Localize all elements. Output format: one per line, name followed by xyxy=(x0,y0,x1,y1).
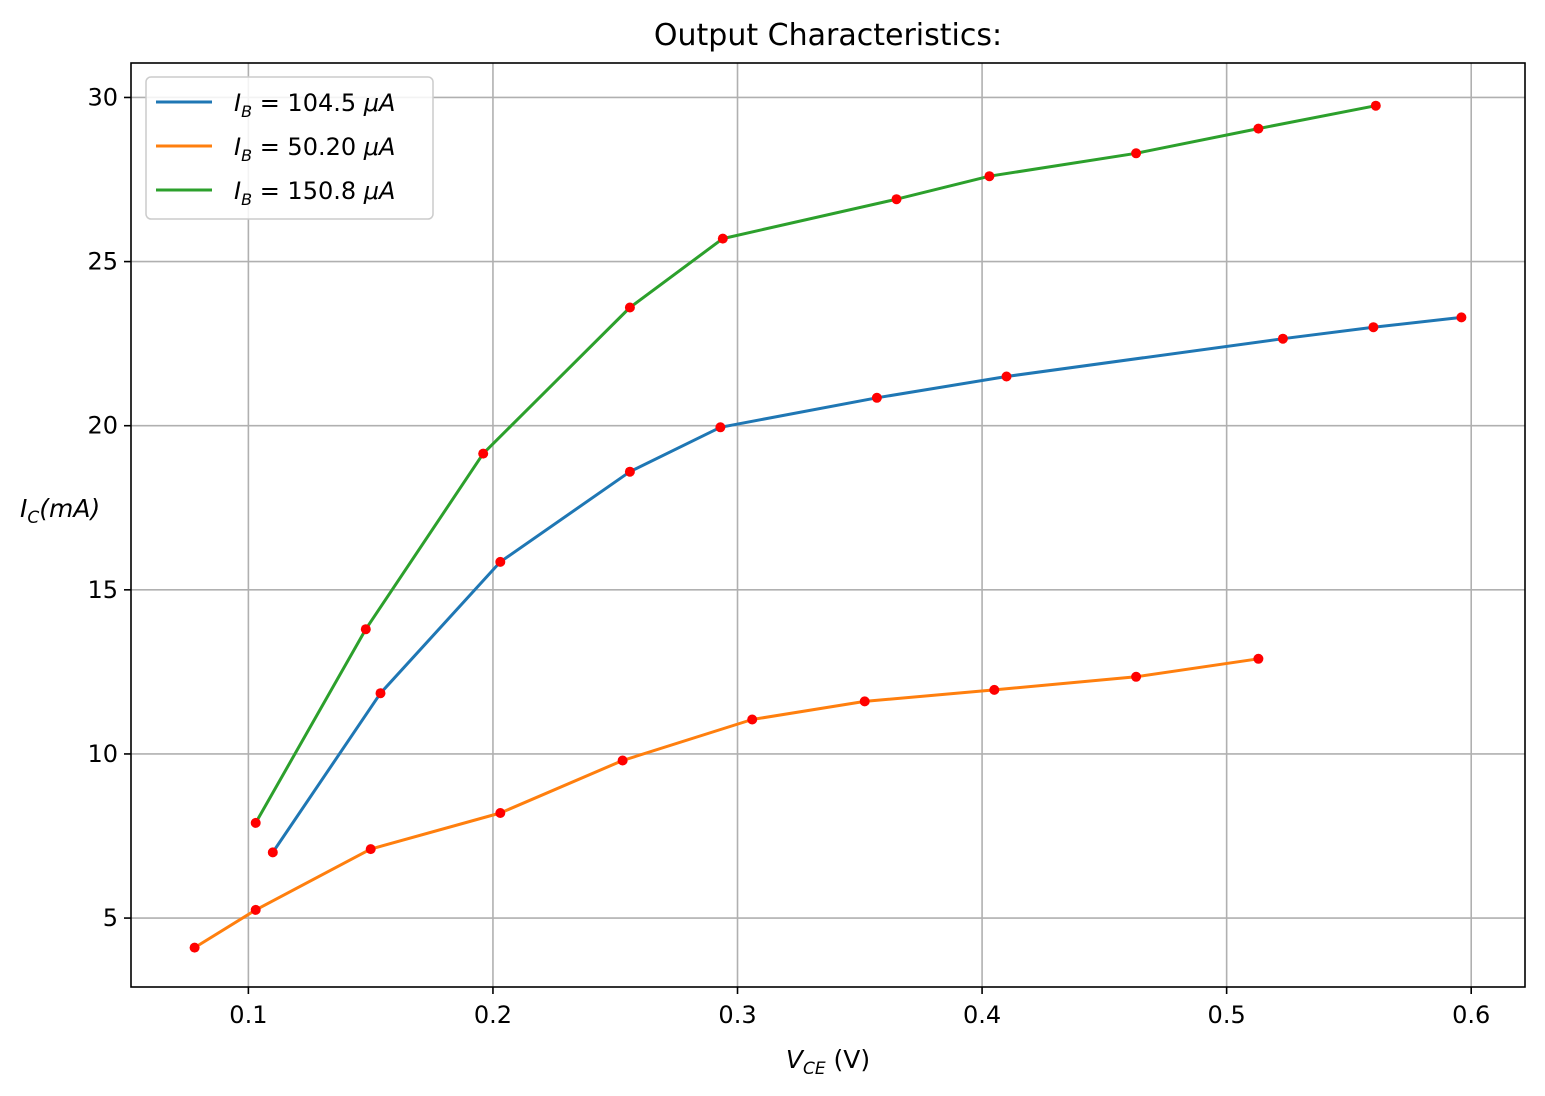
legend: IB = 104.5 μA IB = 50.20 μA IB = 150.8 μA xyxy=(145,76,434,220)
data-point xyxy=(495,556,506,567)
y-axis-label: IC(mA) xyxy=(20,494,100,528)
data-point xyxy=(250,904,261,915)
data-point xyxy=(189,942,200,953)
legend-label: IB = 50.20 μA xyxy=(234,133,395,165)
series-line xyxy=(271,315,1463,854)
data-point xyxy=(1253,123,1264,134)
data-point xyxy=(747,714,758,725)
data-point xyxy=(267,847,278,858)
y-ticks: 5 10 15 20 25 30 xyxy=(87,83,131,932)
data-point xyxy=(715,422,726,433)
y-tick-label: 30 xyxy=(87,83,118,111)
y-tick-label: 25 xyxy=(87,248,118,276)
x-tick-label: 0.6 xyxy=(1452,1001,1490,1029)
data-point xyxy=(989,684,1000,695)
data-point xyxy=(375,688,386,699)
data-point xyxy=(360,624,371,635)
legend-label: IB = 104.5 μA xyxy=(234,89,395,121)
data-point xyxy=(624,466,635,477)
data-point xyxy=(365,844,376,855)
legend-items: IB = 104.5 μA IB = 50.20 μA IB = 150.8 μA xyxy=(156,89,395,209)
y-tick-label: 10 xyxy=(87,740,118,768)
x-ticks: 0.1 0.2 0.3 0.4 0.5 0.6 xyxy=(229,987,1490,1029)
data-point xyxy=(1456,312,1467,323)
data-point xyxy=(495,808,506,818)
y-tick-label: 20 xyxy=(87,412,118,440)
series-line xyxy=(193,657,1260,950)
data-point xyxy=(984,171,995,182)
data-point xyxy=(617,755,628,766)
series-markers xyxy=(189,100,1467,953)
y-tick-label: 15 xyxy=(87,576,118,604)
x-tick-label: 0.4 xyxy=(963,1001,1001,1029)
data-point xyxy=(250,817,261,828)
data-point xyxy=(1131,671,1142,682)
series-line xyxy=(254,104,1378,825)
data-point xyxy=(1253,653,1264,664)
data-point xyxy=(478,448,489,459)
x-axis-label: VCE (V) xyxy=(786,1045,870,1079)
data-point xyxy=(1131,148,1142,159)
data-point xyxy=(1368,322,1379,333)
legend-label: IB = 150.8 μA xyxy=(234,177,395,209)
data-point xyxy=(717,233,728,244)
x-tick-label: 0.5 xyxy=(1208,1001,1246,1029)
grid xyxy=(131,63,1525,987)
series-lines xyxy=(193,104,1463,950)
x-tick-label: 0.3 xyxy=(718,1001,756,1029)
data-point xyxy=(1370,100,1381,111)
legend-box xyxy=(145,76,434,220)
data-point xyxy=(859,696,870,707)
data-point xyxy=(624,302,635,313)
chart-title: Output Characteristics: xyxy=(654,18,1002,53)
x-tick-label: 0.1 xyxy=(229,1001,267,1029)
plot-frame xyxy=(130,62,1526,988)
data-point xyxy=(1001,371,1012,382)
data-point xyxy=(891,194,902,205)
data-point xyxy=(871,392,882,403)
data-point xyxy=(1277,333,1288,344)
y-tick-label: 5 xyxy=(103,904,118,932)
x-tick-label: 0.2 xyxy=(474,1001,512,1029)
